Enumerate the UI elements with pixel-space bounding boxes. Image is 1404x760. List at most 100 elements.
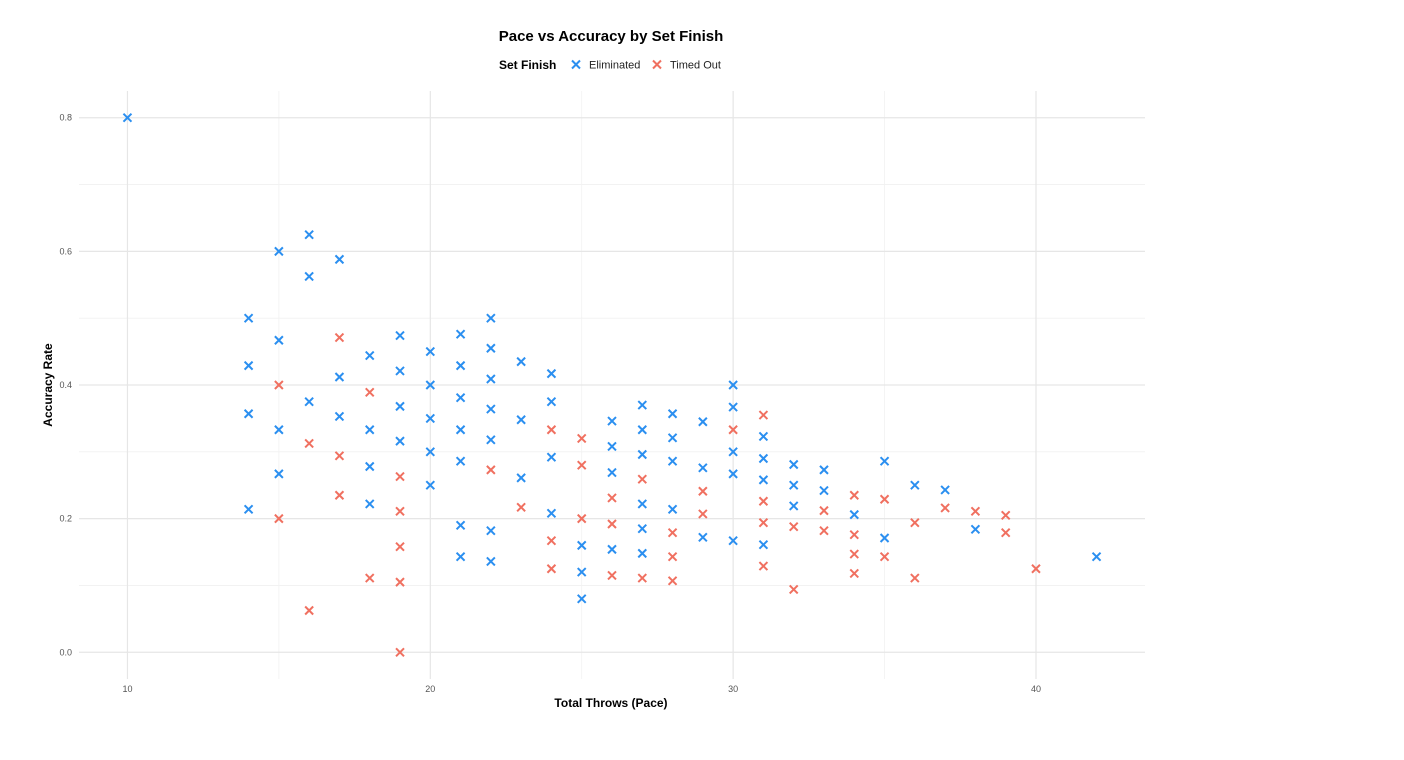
point-timed-out xyxy=(788,584,799,595)
point-eliminated xyxy=(365,350,375,361)
point-timed-out xyxy=(395,471,405,482)
point-eliminated xyxy=(365,425,375,435)
point-eliminated xyxy=(516,415,526,425)
point-timed-out xyxy=(849,549,859,559)
point-eliminated xyxy=(243,409,254,419)
point-timed-out xyxy=(546,425,557,435)
grid xyxy=(79,91,1145,679)
point-timed-out xyxy=(304,438,314,449)
point-eliminated xyxy=(546,368,557,379)
point-timed-out xyxy=(758,561,769,571)
point-timed-out xyxy=(910,573,920,583)
point-eliminated xyxy=(637,499,647,509)
point-timed-out xyxy=(546,564,557,574)
point-timed-out xyxy=(637,573,647,583)
point-timed-out xyxy=(788,521,799,532)
point-eliminated xyxy=(940,485,950,495)
point-eliminated xyxy=(637,548,647,559)
point-eliminated xyxy=(667,504,678,514)
point-eliminated xyxy=(425,413,436,424)
point-eliminated xyxy=(425,480,436,490)
x-tick-label: 10 xyxy=(122,684,132,694)
point-eliminated xyxy=(728,469,738,479)
point-eliminated xyxy=(274,335,284,345)
point-eliminated xyxy=(455,456,466,466)
point-eliminated xyxy=(243,313,254,323)
point-timed-out xyxy=(607,493,617,503)
point-eliminated xyxy=(607,416,617,426)
point-timed-out xyxy=(577,433,587,444)
point-eliminated xyxy=(546,508,557,518)
point-eliminated xyxy=(728,402,738,412)
point-timed-out xyxy=(698,486,708,496)
point-timed-out xyxy=(365,387,375,398)
point-eliminated xyxy=(879,533,890,543)
point-eliminated xyxy=(819,465,829,475)
point-timed-out xyxy=(395,506,405,516)
point-eliminated xyxy=(819,485,829,496)
point-timed-out xyxy=(637,474,647,484)
point-timed-out xyxy=(667,552,678,562)
point-timed-out xyxy=(970,506,981,516)
point-eliminated xyxy=(516,356,526,367)
point-timed-out xyxy=(879,552,890,562)
point-eliminated xyxy=(486,525,496,536)
point-eliminated xyxy=(365,499,375,509)
legend: Set Finish Eliminated Timed Out xyxy=(499,58,721,72)
point-timed-out xyxy=(486,465,496,475)
point-timed-out xyxy=(910,517,920,528)
point-eliminated xyxy=(304,229,314,240)
point-eliminated xyxy=(788,459,799,470)
point-eliminated xyxy=(395,366,405,376)
data-points xyxy=(122,113,1102,657)
point-eliminated xyxy=(274,246,284,257)
point-timed-out xyxy=(728,425,738,435)
point-eliminated xyxy=(970,524,981,535)
point-eliminated xyxy=(395,401,405,412)
point-eliminated xyxy=(577,567,587,577)
point-eliminated xyxy=(334,411,345,422)
point-eliminated xyxy=(274,469,284,479)
point-timed-out xyxy=(849,568,859,579)
point-timed-out xyxy=(395,647,405,657)
point-timed-out xyxy=(758,410,769,420)
point-timed-out xyxy=(395,577,405,587)
point-eliminated xyxy=(728,380,738,390)
point-eliminated xyxy=(486,374,496,384)
point-timed-out xyxy=(395,541,405,552)
chart-title: Pace vs Accuracy by Set Finish xyxy=(499,28,724,45)
point-eliminated xyxy=(334,254,345,265)
point-eliminated xyxy=(395,436,405,446)
point-timed-out xyxy=(334,332,345,343)
point-eliminated xyxy=(910,480,920,490)
point-eliminated xyxy=(667,433,678,443)
point-eliminated xyxy=(728,535,738,546)
point-timed-out xyxy=(698,509,708,519)
point-eliminated xyxy=(243,504,254,514)
y-tick-label: 0.0 xyxy=(59,647,72,657)
point-eliminated xyxy=(698,417,708,427)
legend-marker-timed-out xyxy=(652,59,662,70)
y-axis-ticks: 0.0 0.2 0.4 0.6 0.8 xyxy=(59,113,72,658)
point-eliminated xyxy=(425,447,436,457)
point-timed-out xyxy=(667,527,678,538)
point-eliminated xyxy=(637,523,647,534)
point-eliminated xyxy=(849,509,859,520)
point-timed-out xyxy=(274,380,284,390)
point-timed-out xyxy=(516,502,526,512)
point-eliminated xyxy=(546,452,557,462)
point-eliminated xyxy=(486,435,496,445)
point-eliminated xyxy=(486,556,496,567)
legend-marker-eliminated xyxy=(571,59,581,70)
point-eliminated xyxy=(304,271,314,282)
point-eliminated xyxy=(607,441,617,452)
point-timed-out xyxy=(546,535,557,546)
point-timed-out xyxy=(577,460,587,470)
legend-label-eliminated: Eliminated xyxy=(589,60,640,72)
point-timed-out xyxy=(334,451,345,461)
point-eliminated xyxy=(637,400,647,410)
point-eliminated xyxy=(455,392,466,403)
x-axis-ticks: 10 20 30 40 xyxy=(122,684,1041,694)
point-eliminated xyxy=(546,396,557,407)
